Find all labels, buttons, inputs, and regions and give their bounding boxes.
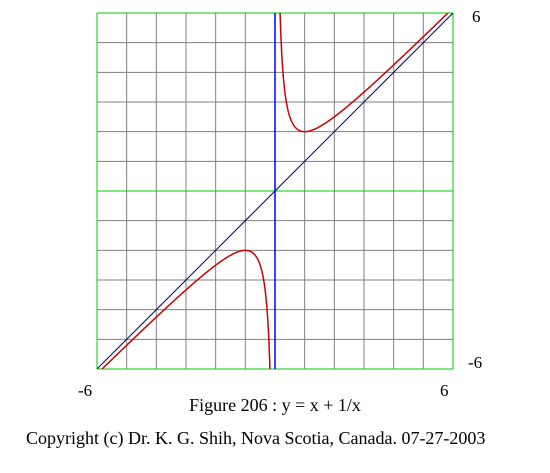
copyright-notice: Copyright (c) Dr. K. G. Shih, Nova Scoti… (26, 428, 486, 448)
series-curve-negative-branch (101, 249, 271, 369)
figure-caption: Figure 206 : y = x + 1/x (189, 395, 361, 415)
series-curve-positive-branch (279, 13, 449, 133)
y-max-tick-label: 6 (472, 7, 481, 26)
y-min-tick-label: -6 (468, 353, 483, 372)
curves (97, 13, 453, 369)
x-min-tick-label: -6 (78, 381, 93, 400)
x-max-tick-label: 6 (440, 381, 449, 400)
